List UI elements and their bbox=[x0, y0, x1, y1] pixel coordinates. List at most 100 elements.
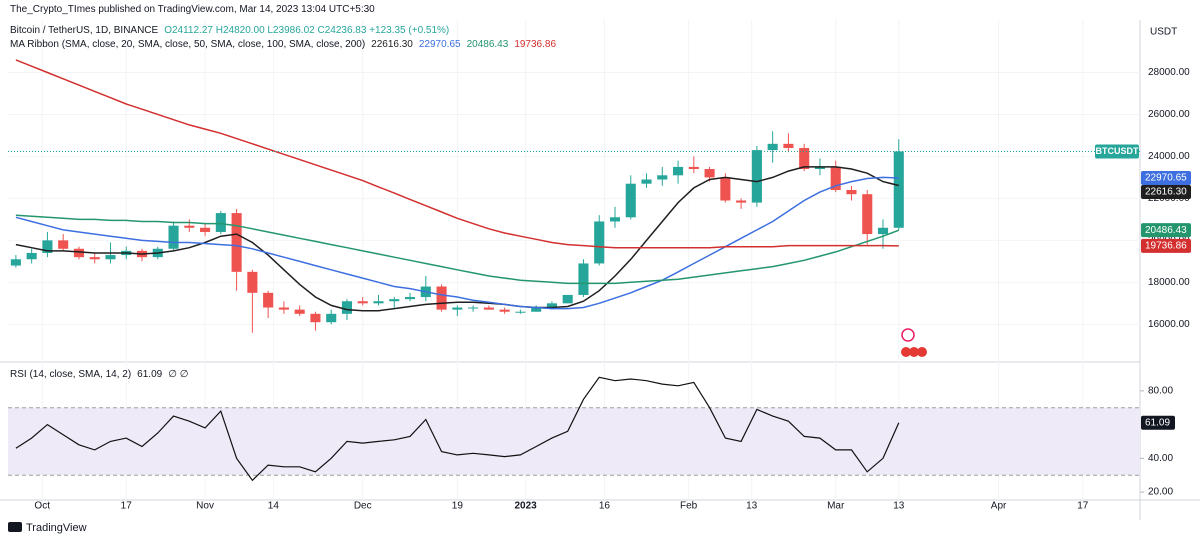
event-icon[interactable] bbox=[901, 328, 915, 342]
candle-body bbox=[499, 309, 510, 312]
candle-body bbox=[657, 175, 668, 180]
candle-body bbox=[168, 225, 179, 249]
ohlc: O24112.27 H24820.00 L23986.02 C24236.83 … bbox=[164, 25, 450, 36]
candle-body bbox=[278, 307, 289, 310]
x-tick-label: 17 bbox=[1077, 501, 1089, 512]
ribbon: MA Ribbon (SMA, close, 20, SMA, close, 5… bbox=[10, 39, 366, 50]
rsi-title: RSI (14, close, SMA, 14, 2) bbox=[10, 369, 132, 380]
rsi-line: RSI (14, close, SMA, 14, 2) 61.09 ∅ ∅ bbox=[10, 369, 194, 380]
ma-value: 22970.65 bbox=[418, 39, 461, 50]
ma-line bbox=[15, 214, 900, 285]
candle-body bbox=[783, 143, 794, 149]
x-tick-label: Mar bbox=[827, 501, 845, 512]
y-tick-label: 28000.00 bbox=[1148, 67, 1190, 78]
rsi-badge-label: 61.09 bbox=[1145, 417, 1170, 428]
candle-body bbox=[531, 307, 542, 312]
ma-line bbox=[15, 176, 899, 310]
candle-body bbox=[483, 307, 494, 310]
ma-value: 20486.43 bbox=[466, 39, 509, 50]
candle-body bbox=[341, 301, 353, 314]
ma-line bbox=[15, 166, 899, 312]
rsi-suffix: ∅ ∅ bbox=[168, 369, 189, 380]
candle-body bbox=[688, 166, 699, 170]
event-icon[interactable] bbox=[917, 347, 927, 357]
ma-line bbox=[15, 59, 899, 249]
footer: TradingView bbox=[26, 522, 87, 534]
candle-body bbox=[436, 286, 447, 310]
candle-body bbox=[578, 263, 589, 295]
candle-body bbox=[877, 227, 889, 235]
y-tick-label: 20.00 bbox=[1148, 487, 1173, 498]
ribbon-line: MA Ribbon (SMA, close, 20, SMA, close, 5… bbox=[10, 39, 562, 50]
candle-body bbox=[546, 303, 557, 308]
price-badge-label: 22616.30 bbox=[1145, 187, 1187, 198]
x-tick-label: Apr bbox=[991, 501, 1007, 512]
rsi-line bbox=[15, 376, 900, 482]
y-tick-label: 26000.00 bbox=[1148, 109, 1190, 120]
candle-body bbox=[326, 313, 337, 323]
candle-body bbox=[73, 248, 84, 258]
price-badge bbox=[1141, 238, 1191, 253]
x-tick-label: 2023 bbox=[514, 501, 537, 512]
x-tick-label: Dec bbox=[354, 501, 372, 512]
candle-body bbox=[215, 213, 226, 232]
candle-body bbox=[357, 301, 368, 304]
x-tick-label: Feb bbox=[680, 501, 698, 512]
candle-body bbox=[767, 143, 778, 151]
price-badge bbox=[1141, 171, 1191, 186]
candle-body bbox=[404, 297, 416, 300]
candle-body bbox=[184, 225, 195, 228]
publisher: The_Crypto_TImes published on TradingVie… bbox=[10, 4, 375, 15]
candle-body bbox=[594, 221, 605, 264]
ma-value: 22616.30 bbox=[371, 39, 413, 50]
candle-body bbox=[562, 294, 573, 304]
currency: USDT bbox=[1150, 27, 1177, 38]
candle-body bbox=[609, 217, 621, 222]
candle-body bbox=[751, 150, 762, 203]
price-badge-label: 22970.65 bbox=[1145, 173, 1187, 184]
candle-body bbox=[373, 301, 384, 304]
price-badge-label: 20486.43 bbox=[1145, 225, 1187, 236]
candle-body bbox=[247, 271, 258, 293]
y-tick-label: 18000.00 bbox=[1148, 277, 1190, 288]
rsi-value: 61.09 bbox=[137, 369, 163, 380]
candle-body bbox=[830, 166, 841, 190]
symbol-line: Bitcoin / TetherUS, 1D, BINANCE O24112.27… bbox=[10, 25, 455, 36]
y-tick-label: 24000.00 bbox=[1148, 151, 1190, 162]
candle-body bbox=[468, 307, 479, 309]
price-badge bbox=[1141, 185, 1191, 200]
x-tick-label: 13 bbox=[893, 501, 905, 512]
candle-body bbox=[862, 194, 873, 235]
y-tick-label: 40.00 bbox=[1148, 453, 1173, 464]
candle-body bbox=[200, 227, 211, 232]
candle-body bbox=[105, 255, 116, 260]
price-badge-label: 19736.86 bbox=[1145, 241, 1187, 252]
event-icon[interactable] bbox=[909, 347, 919, 357]
candle-body bbox=[231, 213, 242, 272]
candle-body bbox=[515, 311, 526, 313]
y-tick-label: 80.00 bbox=[1148, 385, 1173, 396]
candle-body bbox=[673, 166, 684, 176]
candle-body bbox=[310, 313, 321, 323]
x-tick-label: Nov bbox=[196, 501, 214, 512]
candle-body bbox=[26, 252, 37, 260]
candle-body bbox=[799, 148, 810, 170]
candle-body bbox=[625, 183, 636, 218]
candle-body bbox=[294, 309, 305, 314]
price-badge bbox=[1095, 144, 1139, 159]
price-badge bbox=[1141, 223, 1191, 238]
x-tick-label: 17 bbox=[121, 501, 133, 512]
candle-body bbox=[10, 259, 21, 266]
candle-body bbox=[389, 299, 400, 302]
candle-body bbox=[704, 169, 715, 178]
candle-body bbox=[846, 190, 857, 195]
candle-body bbox=[720, 177, 731, 201]
candle-body bbox=[452, 307, 463, 310]
event-icon[interactable] bbox=[901, 347, 911, 357]
candle-body bbox=[58, 240, 69, 249]
price-badge-label: BTCUSDT bbox=[1096, 146, 1139, 156]
rsi-badge bbox=[1141, 415, 1175, 430]
x-tick-label: Oct bbox=[34, 501, 50, 512]
